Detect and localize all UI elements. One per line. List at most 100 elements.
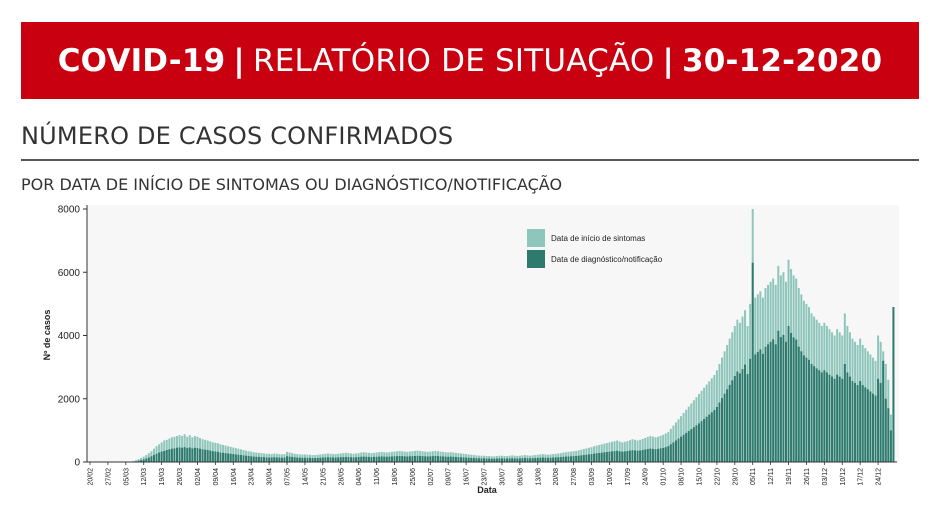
bar-diagnosis (393, 456, 396, 462)
bar-diagnosis (843, 363, 846, 462)
x-tick-label: 10/12 (840, 468, 847, 486)
bar-diagnosis (470, 457, 473, 462)
bar-diagnosis (841, 378, 844, 462)
bar-diagnosis (738, 373, 741, 462)
bar-diagnosis (163, 450, 166, 462)
bar-diagnosis (779, 337, 782, 462)
bar-diagnosis (631, 450, 634, 462)
bar-diagnosis (861, 385, 864, 462)
bar-diagnosis (559, 457, 562, 462)
bar-diagnosis (436, 456, 439, 462)
bar-diagnosis (682, 434, 685, 462)
bar-diagnosis (206, 449, 209, 462)
bar-diagnosis (145, 458, 148, 462)
bar-diagnosis (833, 378, 836, 462)
bar-diagnosis (869, 391, 872, 462)
bar-diagnosis (196, 448, 199, 462)
bar-diagnosis (787, 326, 790, 462)
bar-diagnosis (761, 353, 764, 462)
bar-diagnosis (150, 456, 153, 462)
bar-diagnosis (541, 457, 544, 462)
bar-diagnosis (797, 346, 800, 462)
bar-diagnosis (539, 457, 542, 462)
bar-diagnosis (705, 416, 708, 462)
y-tick-label: 4000 (58, 331, 81, 342)
bar-diagnosis (800, 351, 803, 462)
x-tick-label: 30/04 (267, 468, 274, 486)
bar-diagnosis (301, 457, 304, 462)
bar-symptoms (140, 457, 143, 462)
bar-diagnosis (618, 451, 621, 462)
bar-diagnosis (252, 456, 255, 462)
bar-diagnosis (176, 447, 178, 462)
x-tick-label: 09/07 (446, 468, 453, 486)
bar-diagnosis (587, 454, 590, 462)
bar-diagnosis (406, 456, 409, 462)
bar-diagnosis (332, 457, 335, 462)
bar-diagnosis (623, 451, 626, 462)
bar-diagnosis (390, 456, 393, 462)
x-tick-label: 12/03 (141, 468, 148, 486)
legend-swatch (527, 250, 545, 268)
bar-diagnosis (595, 453, 598, 462)
bar-diagnosis (754, 354, 757, 462)
banner-title-date: 30-12-2020 (682, 42, 883, 79)
bar-diagnosis (355, 457, 358, 462)
bar-diagnosis (759, 349, 762, 462)
bar-diagnosis (413, 455, 416, 462)
bar-diagnosis (782, 334, 785, 462)
bar-diagnosis (303, 457, 306, 462)
bar-diagnosis (805, 357, 808, 462)
bar-diagnosis (721, 398, 724, 462)
bar-diagnosis (769, 341, 772, 462)
bar-diagnosis (306, 457, 309, 462)
bar-diagnosis (431, 456, 434, 462)
bar-diagnosis (744, 364, 747, 462)
bar-diagnosis (552, 457, 555, 462)
bar-diagnosis (483, 458, 486, 462)
x-tick-label: 22/10 (714, 468, 721, 486)
x-tick-label: 12/11 (768, 468, 775, 485)
bar-diagnosis (728, 384, 731, 462)
x-tick-label: 08/10 (679, 468, 686, 486)
bar-diagnosis (452, 456, 455, 462)
bar-diagnosis (275, 457, 278, 462)
x-tick-label: 04/06 (356, 468, 363, 486)
bar-diagnosis (657, 448, 660, 462)
bar-diagnosis (823, 370, 826, 462)
bar-diagnosis (403, 456, 406, 462)
bar-diagnosis (887, 408, 890, 462)
bar-diagnosis (792, 337, 795, 462)
x-tick-label: 15/10 (696, 468, 703, 486)
plot-background (87, 205, 899, 462)
bar-diagnosis (242, 455, 245, 462)
bar-diagnosis (234, 454, 237, 462)
bar-diagnosis (674, 440, 677, 462)
bar-diagnosis (188, 447, 191, 462)
bar-diagnosis (598, 452, 601, 462)
bar-diagnosis (564, 456, 567, 462)
bar-diagnosis (170, 448, 173, 462)
bar-diagnosis (585, 454, 588, 462)
bar-diagnosis (718, 402, 721, 462)
bar-diagnosis (523, 458, 526, 462)
bar-diagnosis (488, 458, 491, 462)
bar-diagnosis (544, 457, 547, 462)
bar-diagnosis (352, 457, 355, 462)
bar-diagnosis (375, 456, 378, 462)
x-tick-label: 23/04 (249, 468, 256, 486)
x-tick-label: 10/09 (607, 468, 614, 486)
x-tick-label: 25/06 (410, 468, 417, 486)
bar-diagnosis (866, 389, 869, 462)
bar-diagnosis (751, 262, 754, 462)
y-tick-label: 8000 (58, 205, 81, 216)
bar-diagnosis (547, 457, 550, 462)
bar-diagnosis (613, 451, 616, 462)
bar-diagnosis (685, 432, 688, 462)
banner-title-covid: COVID-19 (57, 42, 226, 79)
bar-diagnosis (367, 456, 370, 462)
bar-diagnosis (380, 456, 383, 462)
bar-diagnosis (273, 457, 276, 462)
bar-diagnosis (582, 455, 585, 462)
bar-diagnosis (383, 456, 386, 462)
